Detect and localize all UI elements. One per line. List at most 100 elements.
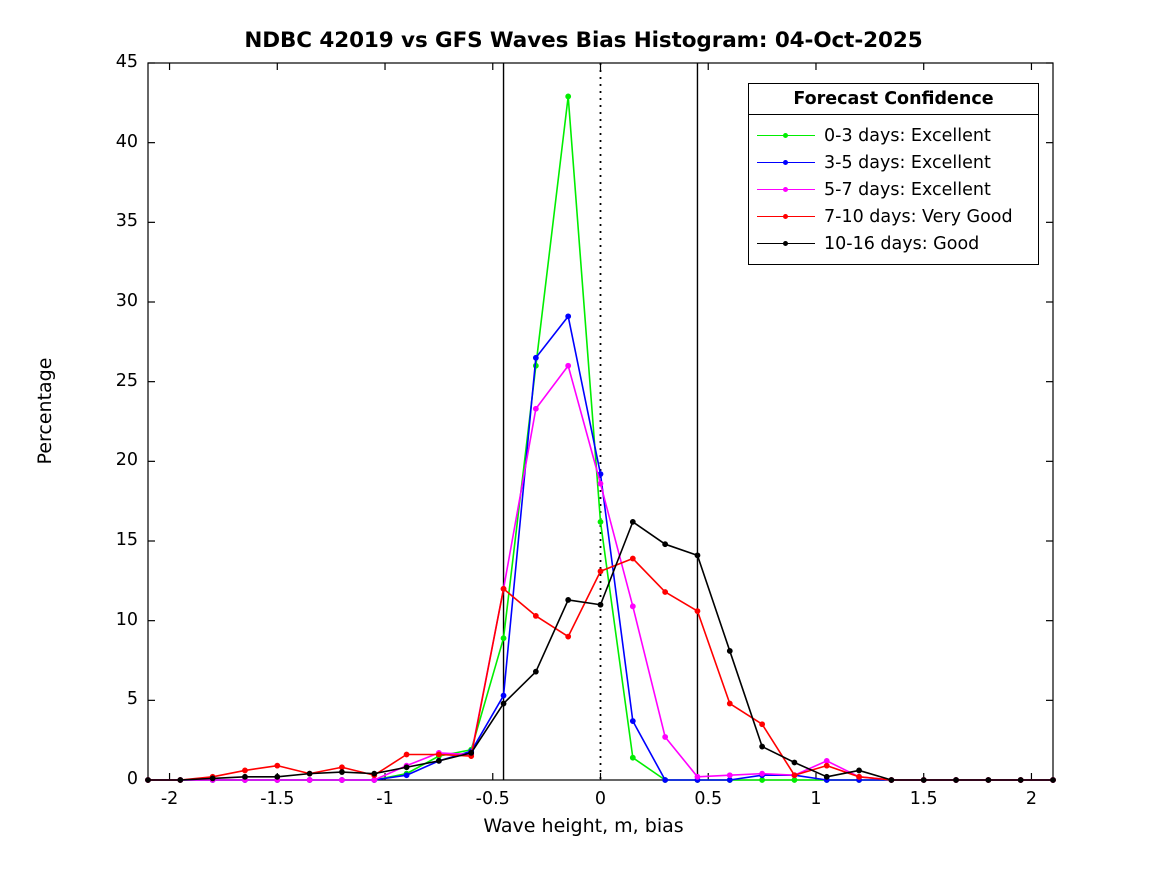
series-marker-3 bbox=[629, 555, 636, 562]
series-marker-3 bbox=[597, 568, 604, 575]
series-marker-2 bbox=[565, 362, 572, 369]
series-marker-4 bbox=[629, 518, 636, 525]
legend-marker-dot bbox=[783, 213, 788, 219]
series-marker-4 bbox=[791, 759, 798, 766]
x-tick-label: 0 bbox=[594, 789, 607, 809]
legend-item-3[interactable]: 7-10 days: Very Good bbox=[749, 203, 1038, 230]
series-marker-4 bbox=[1050, 777, 1056, 783]
series-marker-3 bbox=[500, 585, 507, 592]
x-tick-label: 0.5 bbox=[694, 789, 723, 809]
series-marker-4 bbox=[759, 743, 766, 750]
series-marker-3 bbox=[759, 721, 766, 728]
series-marker-4 bbox=[823, 773, 830, 780]
y-tick-label: 35 bbox=[115, 211, 138, 232]
legend-swatch-icon bbox=[757, 129, 815, 143]
y-tick-label: 5 bbox=[126, 689, 138, 710]
legend-marker-dot bbox=[783, 186, 788, 192]
legend-title: Forecast Confidence bbox=[749, 84, 1038, 115]
legend-swatch-icon bbox=[757, 237, 815, 251]
series-marker-4 bbox=[985, 777, 992, 783]
series-marker-0 bbox=[500, 635, 507, 642]
x-tick-label: 1.5 bbox=[909, 789, 938, 809]
series-marker-4 bbox=[920, 777, 927, 783]
series-marker-3 bbox=[274, 762, 281, 769]
series-marker-4 bbox=[565, 597, 572, 603]
series-marker-2 bbox=[823, 757, 830, 764]
y-tick-label: 0 bbox=[126, 769, 138, 789]
x-tick-label: -2 bbox=[160, 789, 179, 809]
x-tick-label: -1.5 bbox=[260, 789, 295, 809]
series-marker-3 bbox=[694, 608, 701, 615]
legend-item-0[interactable]: 0-3 days: Excellent bbox=[749, 122, 1038, 149]
y-tick-label: 20 bbox=[115, 450, 138, 471]
series-marker-2 bbox=[662, 734, 669, 740]
series-marker-3 bbox=[565, 633, 572, 640]
series-marker-3 bbox=[791, 772, 798, 779]
series-marker-0 bbox=[597, 518, 604, 525]
series-marker-3 bbox=[435, 751, 442, 758]
legend: Forecast Confidence 0-3 days: Excellent 3… bbox=[748, 83, 1039, 265]
series-marker-4 bbox=[274, 773, 281, 780]
series-marker-4 bbox=[209, 775, 216, 782]
legend-swatch-icon bbox=[757, 210, 815, 224]
series-marker-2 bbox=[597, 480, 604, 487]
x-tick-label: 2 bbox=[1025, 789, 1037, 809]
series-marker-1 bbox=[532, 354, 539, 361]
series-marker-3 bbox=[726, 700, 733, 707]
series-marker-4 bbox=[726, 648, 733, 654]
legend-marker-dot bbox=[783, 132, 788, 138]
y-tick-label: 25 bbox=[115, 370, 138, 391]
y-tick-label: 10 bbox=[115, 609, 138, 630]
series-marker-3 bbox=[242, 767, 248, 774]
series-marker-4 bbox=[597, 601, 604, 608]
series-marker-2 bbox=[532, 405, 539, 412]
series-marker-1 bbox=[403, 772, 410, 779]
chart-title: NDBC 42019 vs GFS Waves Bias Histogram: … bbox=[244, 28, 923, 53]
legend-marker-dot bbox=[783, 159, 788, 165]
series-marker-0 bbox=[565, 93, 572, 100]
y-tick-label: 40 bbox=[115, 131, 138, 152]
legend-item-label: 10-16 days: Good bbox=[824, 233, 980, 254]
x-axis-label: Wave height, m, bias bbox=[483, 815, 684, 837]
legend-item-label: 3-5 days: Excellent bbox=[824, 152, 991, 173]
series-marker-4 bbox=[468, 750, 475, 756]
series-marker-3 bbox=[856, 773, 862, 780]
series-marker-4 bbox=[145, 777, 151, 783]
legend-item-4[interactable]: 10-16 days: Good bbox=[749, 230, 1038, 257]
series-marker-0 bbox=[759, 777, 766, 783]
legend-marker-dot bbox=[783, 240, 788, 246]
y-axis-label: Percentage bbox=[34, 357, 56, 465]
series-marker-0 bbox=[791, 777, 798, 783]
series-marker-2 bbox=[759, 770, 766, 777]
series-marker-4 bbox=[339, 769, 345, 775]
series-marker-4 bbox=[306, 770, 313, 777]
series-marker-4 bbox=[1017, 777, 1024, 783]
series-marker-2 bbox=[306, 777, 313, 783]
series-marker-4 bbox=[435, 757, 442, 764]
series-line-3 bbox=[147, 557, 1054, 781]
x-tick-label: -0.5 bbox=[475, 789, 510, 809]
series-marker-4 bbox=[953, 777, 959, 783]
series-marker-4 bbox=[242, 773, 248, 780]
x-tick-label: -1 bbox=[376, 789, 394, 809]
series-marker-4 bbox=[662, 541, 669, 548]
legend-item-1[interactable]: 3-5 days: Excellent bbox=[749, 149, 1038, 176]
series-marker-0 bbox=[629, 754, 636, 761]
series-marker-4 bbox=[856, 767, 862, 774]
x-tick-label: 1 bbox=[810, 789, 822, 809]
legend-item-label: 0-3 days: Excellent bbox=[824, 125, 991, 146]
series-marker-3 bbox=[662, 589, 669, 595]
series-marker-4 bbox=[500, 700, 507, 707]
y-tick-label: 45 bbox=[115, 52, 138, 72]
legend-item-2[interactable]: 5-7 days: Excellent bbox=[749, 176, 1038, 203]
series-marker-2 bbox=[371, 777, 378, 783]
series-marker-3 bbox=[823, 762, 830, 769]
legend-swatch-icon bbox=[757, 156, 815, 170]
series-marker-1 bbox=[629, 718, 636, 724]
y-tick-label: 15 bbox=[115, 530, 138, 550]
series-marker-2 bbox=[339, 777, 345, 783]
series-marker-4 bbox=[403, 764, 410, 771]
series-marker-1 bbox=[662, 777, 669, 783]
